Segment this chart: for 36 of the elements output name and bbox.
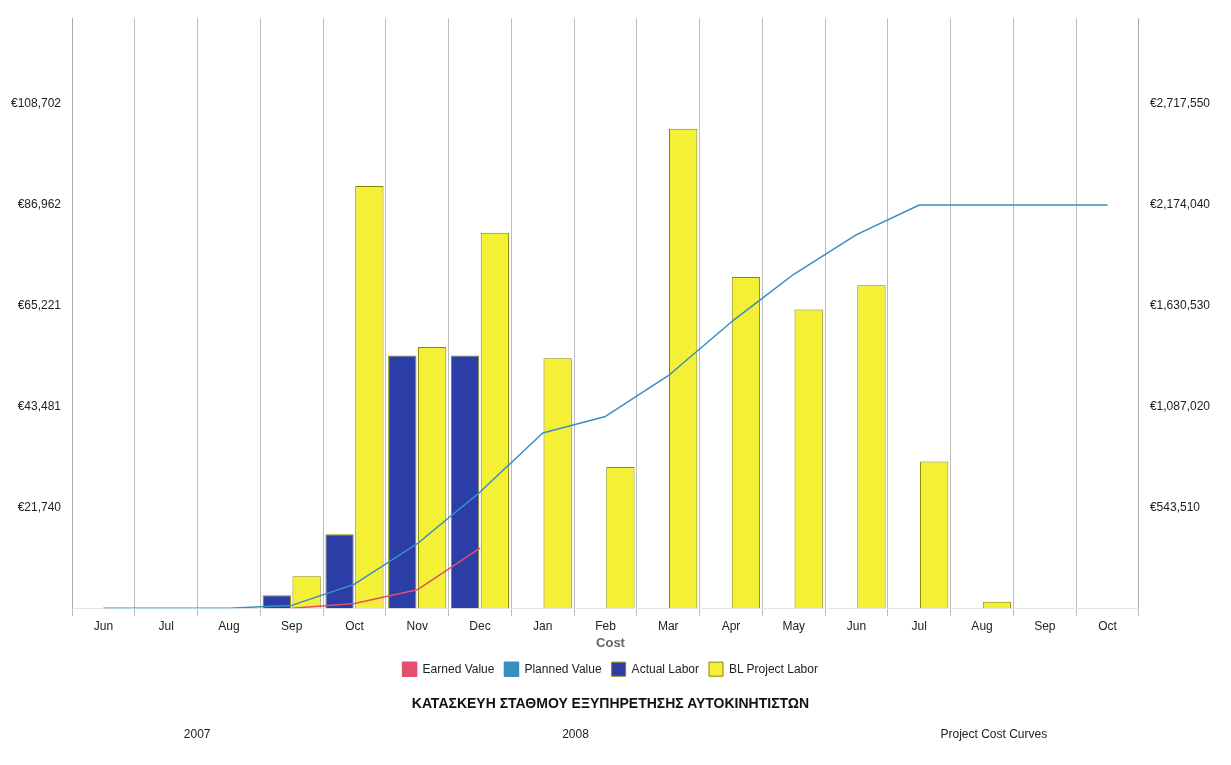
text: ΚΑΤΑΣΚΕΥΗ ΣΤΑΘΜΟΥ ΕΞΥΠΗΡΕΤΗΣΗΣ ΑΥΤΟΚΙΝΗΤΙΣΤΩΝ [411, 695, 810, 712]
y-tick-label: €65,221 [17, 297, 62, 312]
y-tick-label: €21,740 [17, 499, 62, 514]
x-tick-label: Sep [1034, 618, 1056, 633]
x-tick-label: May [782, 618, 806, 633]
y2-tick-label: €1,087,020 [1149, 398, 1211, 413]
text: Project Cost Curves [940, 727, 1048, 741]
y-tick-label: €108,702 [10, 95, 62, 110]
x-tick-label: Jul [158, 618, 174, 633]
x-tick-label: Jul [911, 618, 927, 633]
x-tick-label: Aug [971, 618, 993, 633]
legend-label: Actual Labor [631, 661, 700, 676]
x-tick-label: Oct [345, 618, 365, 633]
y2-tick-label: €543,510 [1149, 499, 1201, 514]
x-tick-label: Oct [1098, 618, 1118, 633]
x-tick-label: Nov [406, 618, 428, 633]
legend-label: Planned Value [524, 661, 602, 676]
y2-tick-label: €1,630,530 [1149, 297, 1211, 312]
y-tick-label: €86,962 [17, 196, 62, 211]
x-tick-label: Jun [93, 618, 114, 633]
x-tick-label: Apr [721, 618, 741, 633]
y-tick-label: €43,481 [17, 398, 62, 413]
y2-tick-label: €2,717,550 [1149, 95, 1211, 110]
x-tick-label: Jun [846, 618, 867, 633]
x-tick-label: Jan [533, 618, 553, 633]
text: 2007 [183, 727, 211, 741]
legend-label: Earned Value [422, 661, 495, 676]
x-tick-label: Mar [657, 618, 679, 633]
text: 2008 [562, 727, 589, 741]
y2-tick-label: €2,174,040 [1149, 196, 1211, 211]
legend-label: BL Project Labor [729, 661, 818, 676]
x-tick-label: Aug [218, 618, 240, 633]
legend-title: Cost [596, 634, 626, 650]
x-tick-label: Dec [469, 618, 491, 633]
x-tick-label: Sep [281, 618, 303, 633]
x-tick-label: Feb [595, 618, 617, 633]
